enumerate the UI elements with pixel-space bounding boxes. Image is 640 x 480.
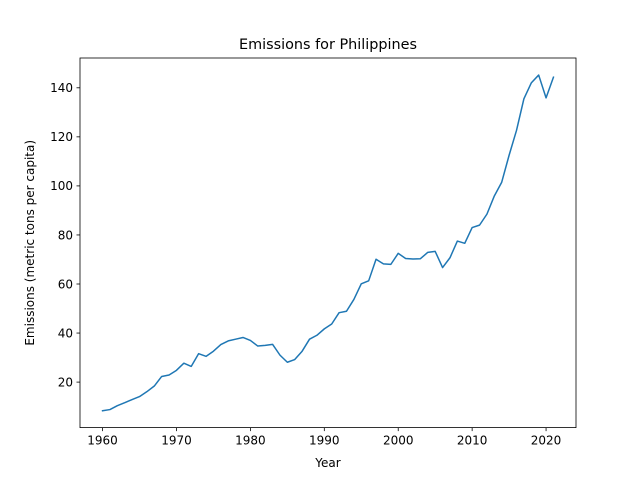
chart-title: Emissions for Philippines xyxy=(239,37,417,53)
x-tick-label: 2000 xyxy=(383,434,414,448)
x-tick-label: 1970 xyxy=(161,434,192,448)
y-tick-label: 100 xyxy=(50,179,73,193)
y-tick-label: 140 xyxy=(50,81,73,95)
x-axis-label: Year xyxy=(314,456,340,470)
y-axis-label: Emissions (metric tons per capita) xyxy=(23,140,37,346)
y-tick-label: 40 xyxy=(58,326,73,340)
y-tick-label: 80 xyxy=(58,228,73,242)
x-tick-label: 1960 xyxy=(87,434,118,448)
y-tick-label: 20 xyxy=(58,375,73,389)
y-tick-label: 120 xyxy=(50,130,73,144)
plot-frame xyxy=(79,57,577,429)
y-tick-label: 60 xyxy=(58,277,73,291)
x-tick-label: 2020 xyxy=(531,434,562,448)
x-tick-label: 1990 xyxy=(309,434,340,448)
series-line-0 xyxy=(101,74,555,412)
x-tick-label: 2010 xyxy=(457,434,488,448)
x-tick-label: 1980 xyxy=(235,434,266,448)
